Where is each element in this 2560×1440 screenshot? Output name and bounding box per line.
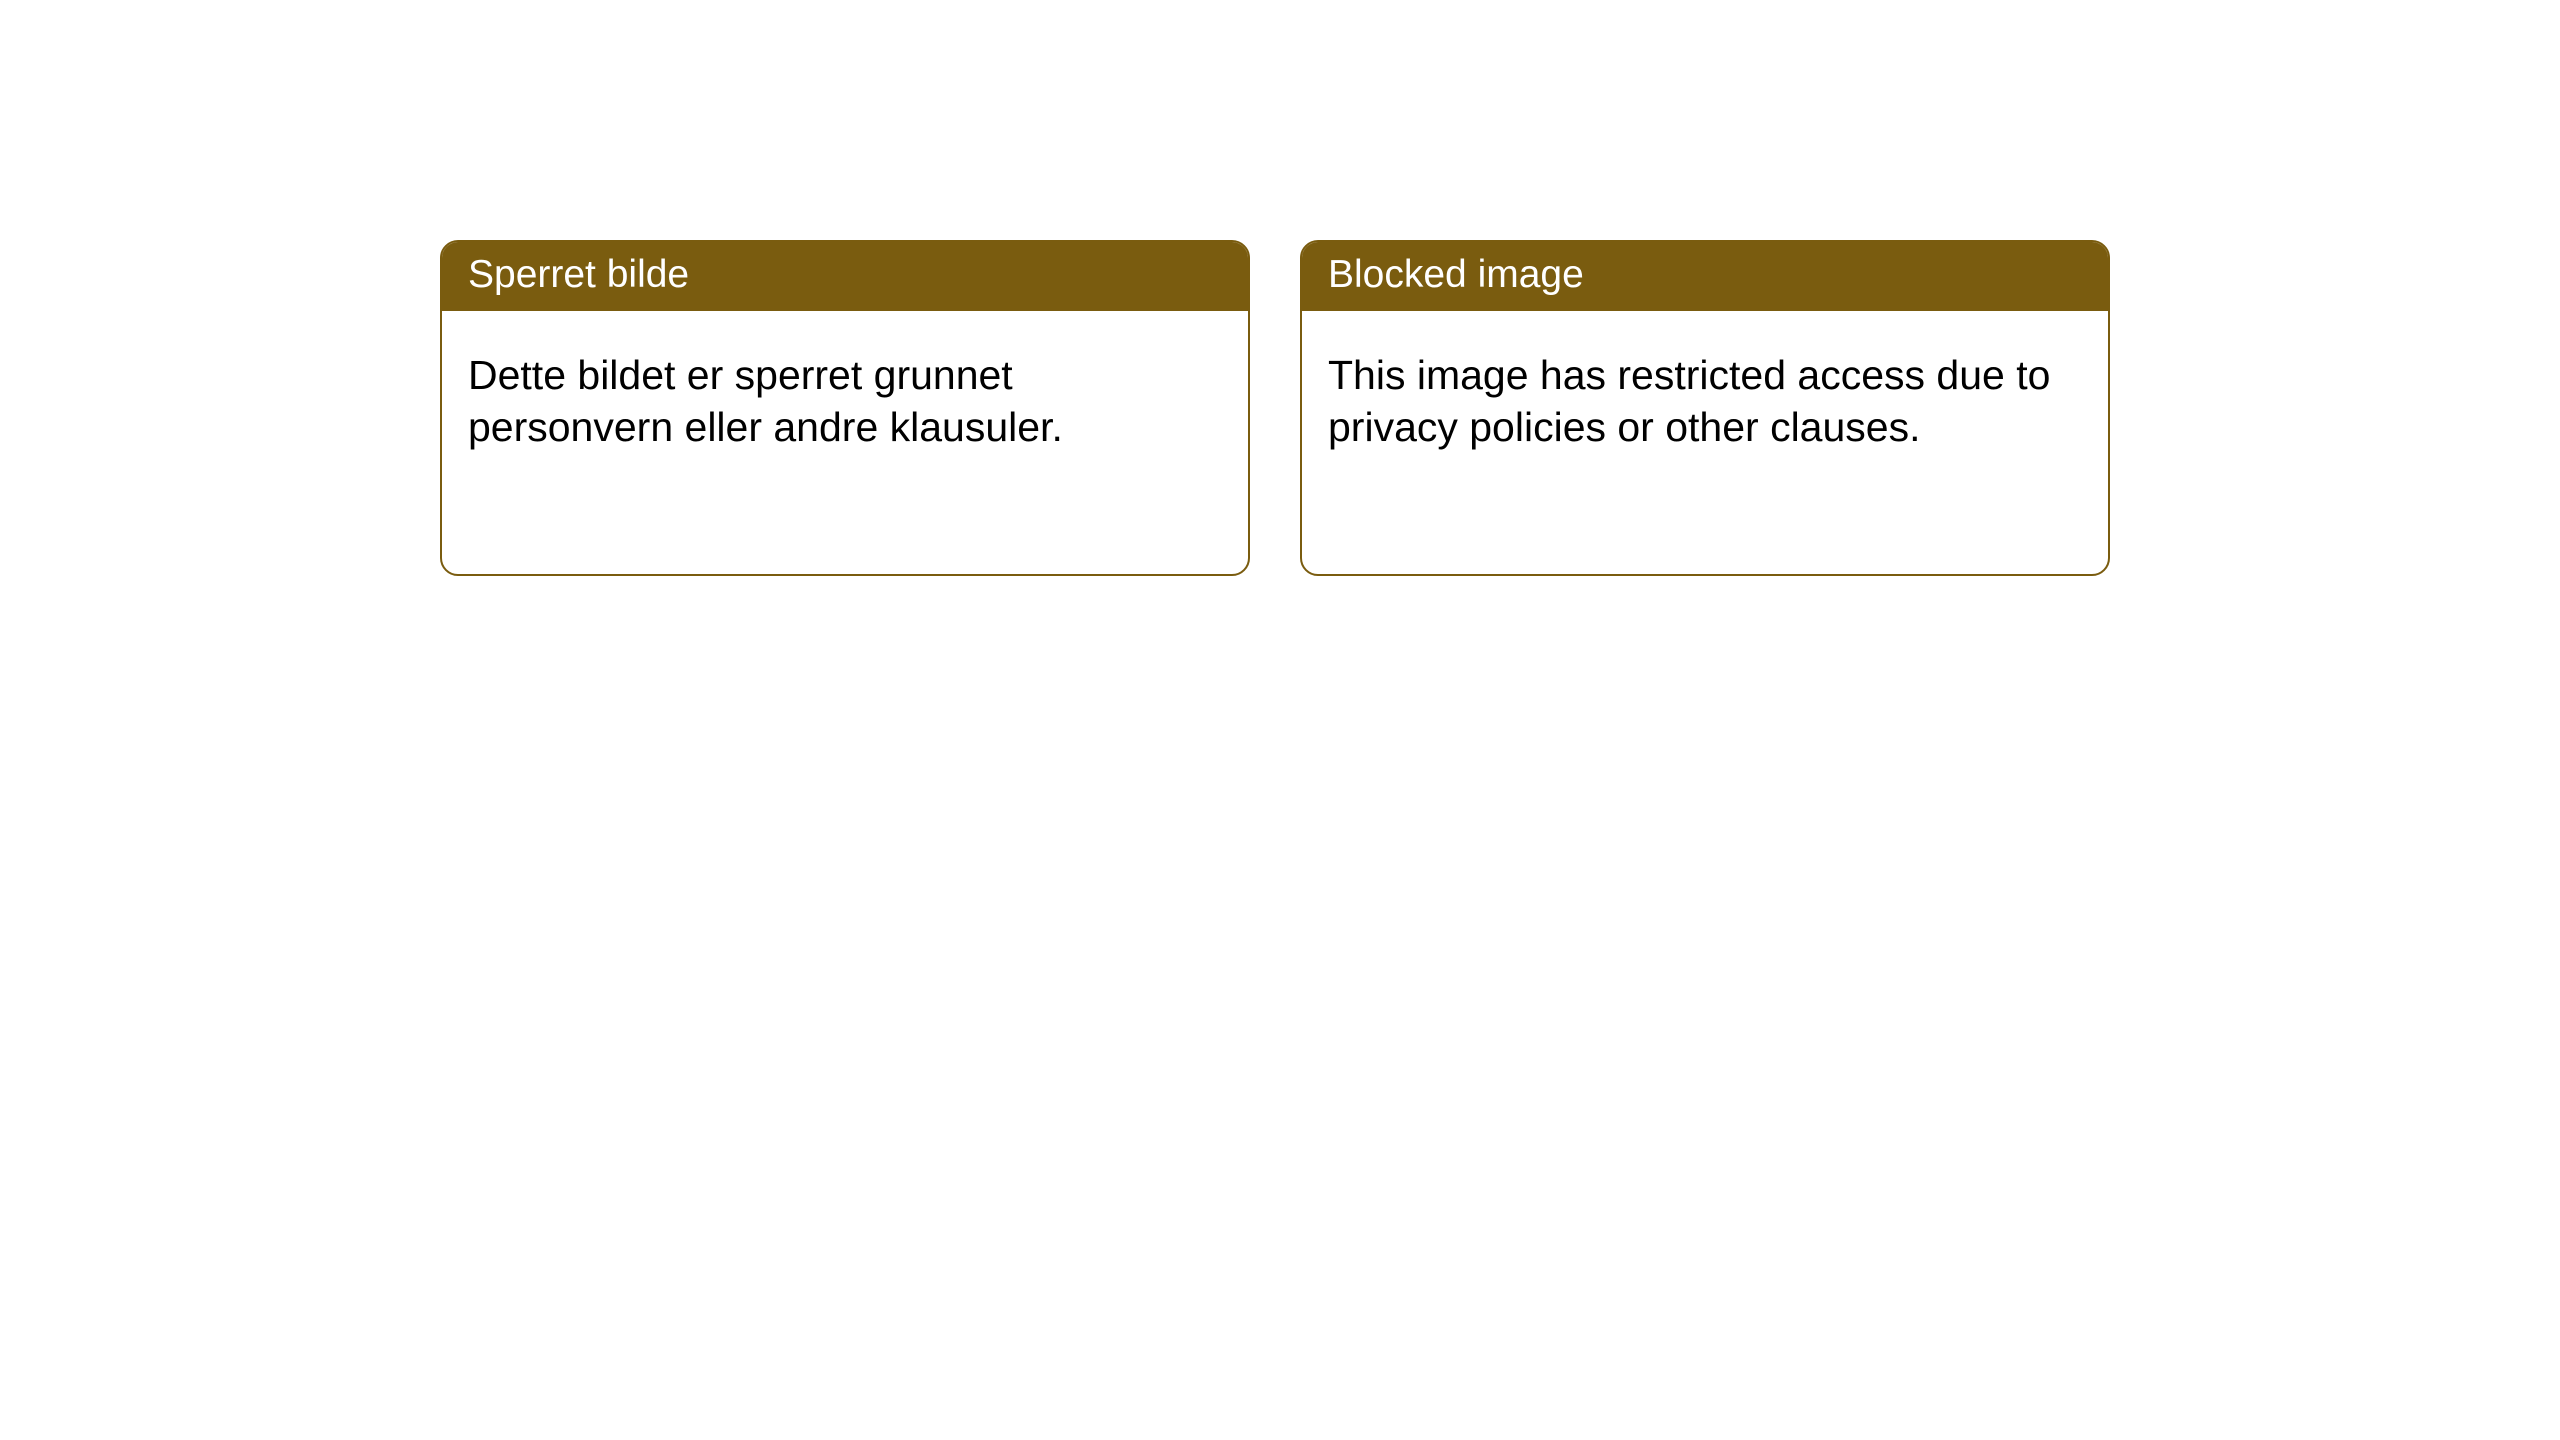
card-body: Dette bildet er sperret grunnet personve… <box>442 311 1248 480</box>
card-title: Sperret bilde <box>468 253 689 296</box>
notice-card-norwegian: Sperret bilde Dette bildet er sperret gr… <box>440 240 1250 576</box>
card-body-text: This image has restricted access due to … <box>1328 352 2050 450</box>
notice-card-english: Blocked image This image has restricted … <box>1300 240 2110 576</box>
card-header: Sperret bilde <box>442 242 1248 311</box>
card-body-text: Dette bildet er sperret grunnet personve… <box>468 352 1063 450</box>
card-body: This image has restricted access due to … <box>1302 311 2108 480</box>
card-header: Blocked image <box>1302 242 2108 311</box>
card-title: Blocked image <box>1328 253 1584 296</box>
notice-container: Sperret bilde Dette bildet er sperret gr… <box>0 0 2560 576</box>
